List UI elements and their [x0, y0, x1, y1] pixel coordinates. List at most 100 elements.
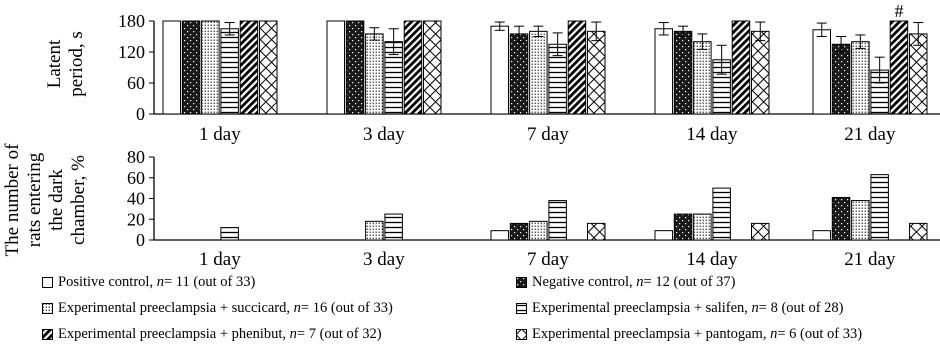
bar-succicard — [529, 220, 548, 241]
bar-salifen — [384, 213, 403, 241]
bar-positive-control — [326, 20, 345, 115]
bar-succicard — [693, 41, 712, 115]
legend-item-phenibut: Experimental preeclampsia + phenibut, n … — [42, 326, 382, 343]
bar-positive-control — [490, 230, 509, 241]
legend-swatch-crosshatch — [516, 328, 527, 340]
legend-n-symbol: n — [770, 326, 778, 342]
legend-label: Experimental preeclampsia + phenibut — [58, 326, 283, 342]
bar-succicard — [201, 20, 220, 115]
legend-n-text: = 11 (out of 33) — [163, 274, 256, 290]
bar-salifen — [712, 187, 731, 241]
legend-swatch-diagonal — [42, 328, 53, 340]
legend-swatch-dots — [42, 302, 53, 314]
x-category-label: 1 day — [199, 249, 241, 270]
bar-pantogam — [751, 222, 770, 241]
bar-phenibut — [731, 20, 751, 115]
y-tick-label: 60 — [127, 168, 145, 188]
y-tick-label: 60 — [127, 73, 145, 93]
bar-phenibut — [403, 20, 423, 115]
y-tick-label: 120 — [118, 42, 145, 62]
bottom-y-label-line-3: the dark — [46, 169, 67, 231]
bottom-y-label-line-1: The number of — [2, 143, 23, 257]
bar-negative-control — [509, 222, 529, 241]
legend-n-text: = 7 (out of 32) — [296, 326, 382, 342]
top-y-axis-label: Latent period, s — [44, 31, 87, 96]
bar-pantogam — [909, 33, 928, 115]
x-category-label: 21 day — [844, 124, 896, 145]
bar-negative-control — [345, 20, 365, 115]
significance-marker: # — [894, 1, 903, 21]
bottom-y-axis-label: The number of rats entering the dark cha… — [2, 143, 89, 257]
legend-swatch-blank — [42, 276, 53, 288]
bar-succicard — [693, 213, 712, 241]
bar-succicard — [529, 30, 548, 115]
bar-salifen — [220, 28, 239, 115]
bar-positive-control — [654, 230, 673, 241]
x-category-label: 7 day — [527, 124, 569, 145]
bar-phenibut — [239, 20, 259, 115]
bar-salifen — [870, 174, 889, 241]
legend-swatch-hlines — [516, 302, 527, 314]
legend-item-succicard: Experimental preeclampsia + succicard, n… — [42, 300, 393, 317]
top-y-label-line-2: period, s — [66, 31, 87, 96]
y-tick-label: 0 — [136, 104, 145, 124]
bottom-y-label-line-4: chamber, % — [68, 155, 89, 245]
legend-swatch-black — [516, 276, 527, 288]
bar-positive-control — [812, 230, 831, 241]
bar-pantogam — [909, 222, 928, 241]
legend: Positive control, n = 11 (out of 33) Neg… — [0, 270, 940, 346]
legend-n-symbol: n — [751, 300, 759, 316]
bar-positive-control — [162, 20, 181, 115]
figure: Latent period, s The number of rats ente… — [2, 1, 940, 270]
x-category-label: 14 day — [686, 124, 738, 145]
bar-phenibut — [889, 20, 909, 115]
bar-pantogam — [587, 30, 606, 115]
top-y-label-line-1: Latent — [44, 39, 65, 88]
legend-n-symbol: n — [636, 274, 644, 290]
y-tick-label: 80 — [127, 147, 145, 167]
x-category-label: 7 day — [527, 249, 569, 270]
bar-negative-control — [181, 20, 201, 115]
y-tick-label: 180 — [118, 11, 145, 31]
legend-n-symbol: n — [156, 274, 164, 290]
bar-succicard — [365, 33, 384, 115]
x-category-label: 1 day — [199, 124, 241, 145]
bar-pantogam — [423, 20, 442, 115]
legend-n-symbol: n — [289, 326, 297, 342]
bar-negative-control — [831, 196, 851, 241]
x-category-label: 21 day — [844, 249, 896, 270]
y-tick-label: 0 — [136, 230, 145, 250]
legend-n-text: = 6 (out of 33) — [777, 326, 863, 342]
latent-period-chart: 0 60 120 180 #1 day 3 day 7 day 14 day 21 day — [118, 1, 940, 145]
bar-positive-control — [812, 29, 831, 115]
bar-succicard — [851, 41, 870, 115]
bottom-y-label-line-2: rats entering — [24, 152, 45, 247]
bar-phenibut — [567, 20, 587, 115]
bar-salifen — [220, 227, 239, 241]
bar-negative-control — [831, 43, 851, 115]
x-category-label: 3 day — [363, 249, 405, 270]
bar-pantogam — [259, 20, 278, 115]
legend-label: Positive control — [58, 274, 150, 290]
legend-label: Negative control — [532, 274, 630, 290]
legend-n-text: = 12 (out of 37) — [643, 274, 736, 290]
bar-negative-control — [509, 33, 529, 115]
bar-pantogam — [751, 30, 770, 115]
legend-n-text: = 8 (out of 28) — [758, 300, 844, 316]
legend-n-text: = 16 (out of 33) — [300, 300, 393, 316]
bar-negative-control — [673, 213, 693, 241]
legend-item-negative-control: Negative control, n = 12 (out of 37) — [516, 274, 736, 291]
bar-pantogam — [587, 222, 606, 241]
bar-succicard — [365, 220, 384, 241]
bar-positive-control — [654, 28, 673, 115]
legend-item-pantogam: Experimental preeclampsia + pantogam, n … — [516, 326, 862, 343]
x-category-label: 3 day — [363, 124, 405, 145]
y-tick-label: 20 — [127, 209, 145, 229]
x-category-label: 14 day — [686, 249, 738, 270]
bar-succicard — [851, 200, 870, 241]
bar-negative-control — [673, 30, 693, 115]
legend-item-positive-control: Positive control, n = 11 (out of 33) — [42, 274, 255, 291]
bar-positive-control — [490, 25, 509, 115]
y-tick-label: 40 — [127, 189, 145, 209]
